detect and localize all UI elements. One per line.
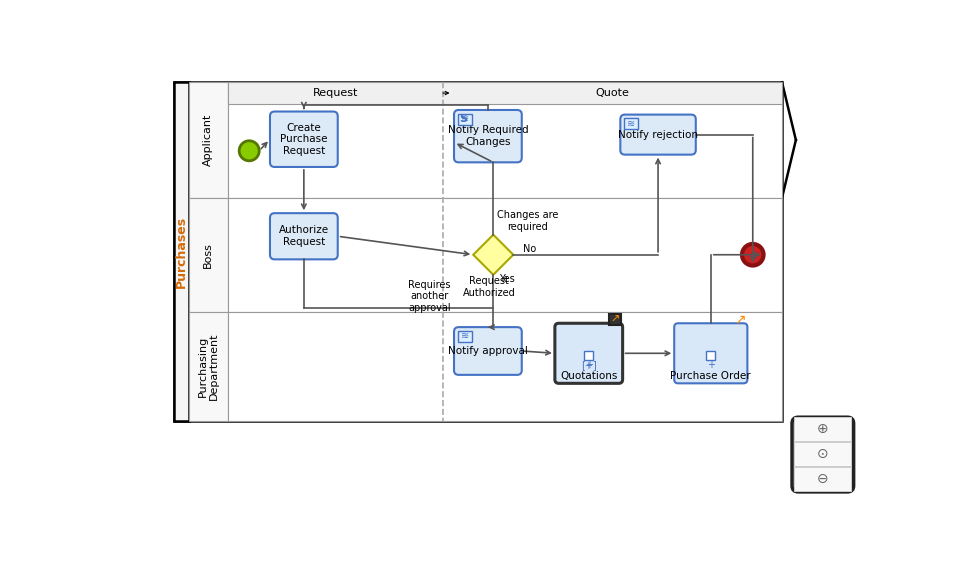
Text: ≋: ≋ xyxy=(460,331,468,341)
Text: Purchases: Purchases xyxy=(174,215,188,288)
Text: ⊖: ⊖ xyxy=(816,472,828,486)
Text: Changes are
required: Changes are required xyxy=(497,210,558,231)
Bar xyxy=(173,82,189,421)
Bar xyxy=(457,331,471,342)
Text: Create
Purchase
Request: Create Purchase Request xyxy=(280,123,328,156)
Text: Notify approval: Notify approval xyxy=(448,346,527,356)
Bar xyxy=(609,314,620,325)
Text: S: S xyxy=(458,114,467,124)
Circle shape xyxy=(239,141,259,161)
Text: [+]: [+] xyxy=(580,360,596,370)
Text: Quotations: Quotations xyxy=(559,370,617,381)
Bar xyxy=(794,442,851,466)
Bar xyxy=(583,351,593,360)
Text: Applicant: Applicant xyxy=(203,114,213,166)
Bar xyxy=(228,198,781,312)
Bar xyxy=(228,82,781,104)
Text: Notify rejection: Notify rejection xyxy=(617,129,698,140)
Text: Boss: Boss xyxy=(203,242,213,268)
Bar xyxy=(228,312,781,421)
Text: Purchase Order: Purchase Order xyxy=(670,370,750,381)
Bar xyxy=(189,198,228,312)
Text: +: + xyxy=(584,360,592,370)
FancyBboxPatch shape xyxy=(620,115,695,154)
FancyBboxPatch shape xyxy=(453,110,521,162)
FancyBboxPatch shape xyxy=(453,327,521,375)
Bar xyxy=(173,82,781,421)
FancyBboxPatch shape xyxy=(673,323,746,384)
Bar xyxy=(794,417,851,441)
Text: ↗: ↗ xyxy=(734,312,745,327)
Text: Requires
another
approval: Requires another approval xyxy=(408,280,451,313)
Bar xyxy=(623,119,638,129)
Bar xyxy=(228,82,781,198)
Text: Request
Authorized: Request Authorized xyxy=(462,276,516,298)
Text: Notify Required
Changes: Notify Required Changes xyxy=(447,125,528,147)
Text: Yes: Yes xyxy=(499,274,515,284)
Text: ⊙: ⊙ xyxy=(816,447,828,461)
Text: ≋: ≋ xyxy=(626,119,635,129)
Bar xyxy=(705,351,715,360)
FancyBboxPatch shape xyxy=(554,323,622,384)
Text: ↗: ↗ xyxy=(610,315,619,324)
Text: Authorize
Request: Authorize Request xyxy=(278,226,328,247)
Bar xyxy=(457,114,471,125)
Circle shape xyxy=(741,244,763,266)
Bar xyxy=(189,312,228,421)
FancyBboxPatch shape xyxy=(792,417,853,492)
Bar xyxy=(794,467,851,491)
Polygon shape xyxy=(473,235,513,275)
Text: Request: Request xyxy=(312,88,358,98)
Text: No: No xyxy=(522,243,535,254)
Text: Quote: Quote xyxy=(595,88,629,98)
Text: ≋: ≋ xyxy=(460,114,468,124)
FancyBboxPatch shape xyxy=(269,213,337,259)
Bar xyxy=(189,82,228,198)
Text: Purchasing
Department: Purchasing Department xyxy=(198,333,219,400)
FancyBboxPatch shape xyxy=(269,112,337,167)
Text: +: + xyxy=(706,360,714,370)
Text: ⊕: ⊕ xyxy=(816,422,828,436)
